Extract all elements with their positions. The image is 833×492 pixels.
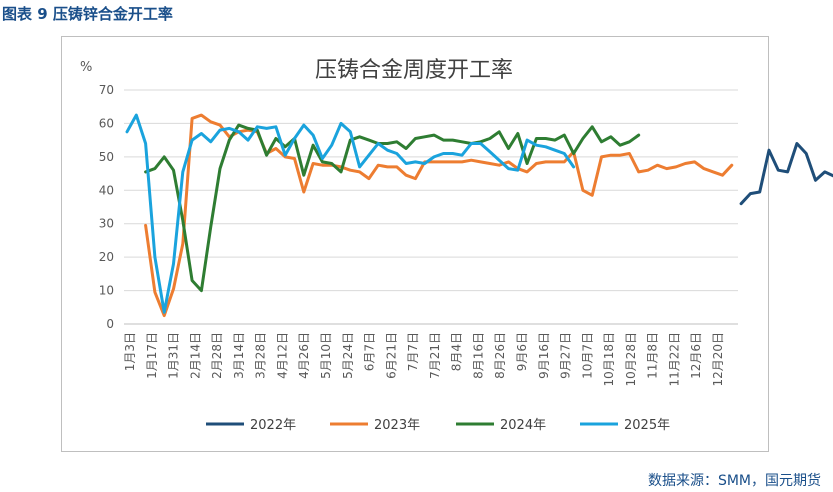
y-tick-label: 0: [106, 317, 114, 331]
series-line: [144, 113, 734, 318]
y-tick-label: 30: [99, 217, 114, 231]
series-line: [125, 113, 576, 314]
x-tick-label: 4月12日: [275, 332, 289, 379]
x-tick-label: 10月28日: [624, 332, 638, 387]
y-tick-label: 40: [99, 183, 114, 197]
series-line: [144, 123, 641, 293]
x-tick-label: 7月7日: [406, 332, 420, 371]
x-tick-label: 6月21日: [384, 332, 398, 379]
y-axis-unit: %: [80, 60, 92, 75]
x-tick-label: 7月21日: [428, 332, 442, 379]
legend-label: 2025年: [624, 418, 670, 433]
x-tick-label: 2月14日: [188, 332, 202, 379]
chart-frame: [61, 36, 769, 452]
x-tick-label: 12月6日: [689, 332, 703, 379]
x-tick-label: 4月26日: [297, 332, 311, 379]
x-tick-label: 8月4日: [450, 332, 464, 371]
x-tick-label: 9月27日: [559, 332, 573, 379]
y-tick-label: 10: [99, 284, 114, 298]
x-tick-label: 10月18日: [602, 332, 616, 387]
x-tick-label: 3月14日: [232, 332, 246, 379]
x-tick-label: 5月24日: [341, 332, 355, 379]
x-tick-label: 10月7日: [580, 332, 594, 379]
x-tick-label: 9月6日: [515, 332, 529, 371]
chart-title: 压铸合金周度开工率: [315, 58, 513, 83]
x-tick-label: 11月8日: [646, 332, 660, 379]
x-tick-label: 1月17日: [145, 332, 159, 379]
gridlines: [124, 89, 738, 292]
x-tick-label: 3月28日: [254, 332, 268, 379]
y-tick-label: 70: [99, 83, 114, 97]
series-line: [739, 142, 833, 206]
x-tick-label: 2月28日: [210, 332, 224, 379]
x-axis-ticks: 1月3日 1月17日 1月31日 2月14日 2月28日 3月14日 3月28日 4月12日 4…: [123, 332, 725, 387]
x-tick-label: 1月3日: [123, 332, 137, 371]
x-tick-label: 5月10日: [319, 332, 333, 379]
y-tick-label: 20: [99, 250, 114, 264]
x-tick-label: 9月16日: [537, 332, 551, 379]
x-tick-label: 8月26日: [493, 332, 507, 379]
y-tick-label: 50: [99, 150, 114, 164]
x-tick-label: 6月7日: [363, 332, 377, 371]
y-tick-label: 60: [99, 116, 114, 130]
x-tick-label: 1月31日: [167, 332, 181, 379]
legend-label: 2024年: [500, 418, 546, 433]
legend: 2022年 2023年 2024年 2025年: [206, 418, 670, 433]
x-tick-label: 11月22日: [667, 332, 681, 387]
y-axis-ticks: 0 10 20 30 40 50 60 70: [99, 83, 114, 331]
legend-label: 2023年: [374, 418, 420, 433]
x-tick-label: 12月20日: [711, 332, 725, 387]
source-note: 数据来源：SMM，国元期货: [647, 473, 821, 489]
series-lines: [125, 113, 833, 318]
figure-caption: 图表 9 压铸锌合金开工率: [2, 5, 173, 23]
x-tick-label: 8月16日: [471, 332, 485, 379]
legend-label: 2022年: [250, 418, 296, 433]
